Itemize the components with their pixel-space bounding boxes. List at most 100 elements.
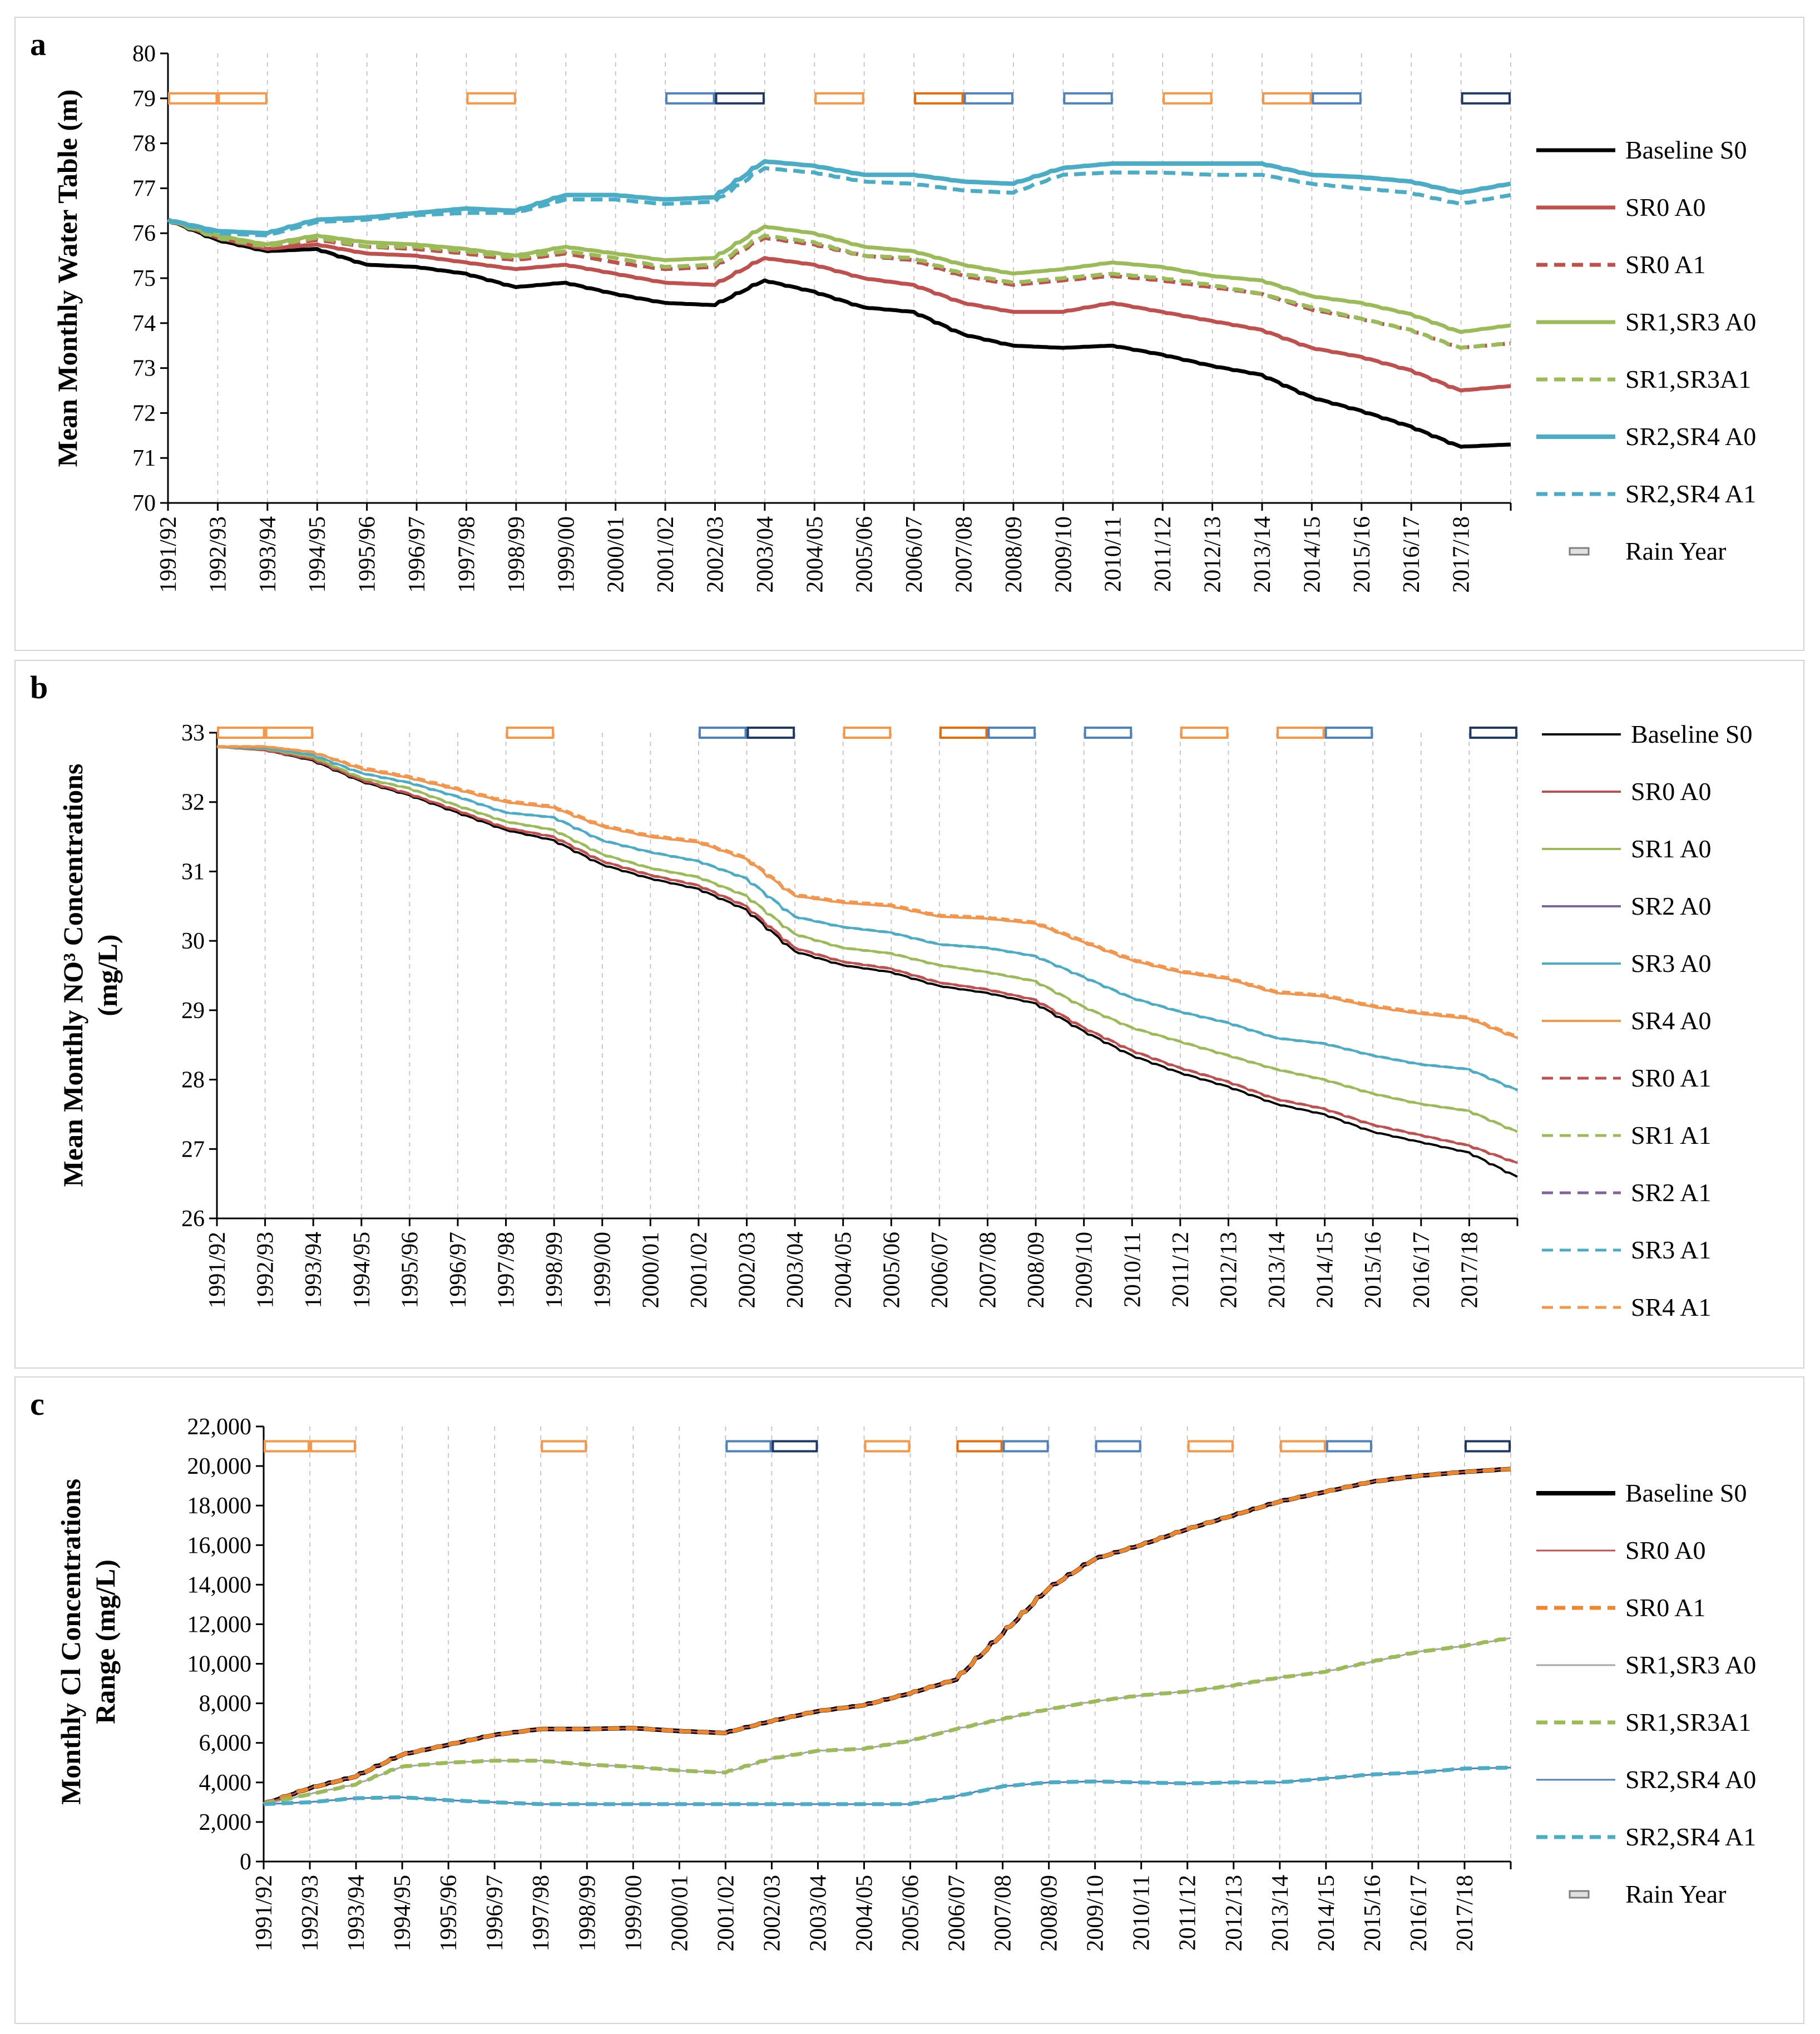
x-tick-label: 1998/99 <box>504 516 530 593</box>
legend-swatch <box>1542 1134 1621 1137</box>
legend-swatch <box>1542 1077 1621 1079</box>
x-tick-label: 2011/12 <box>1168 1232 1194 1307</box>
legend-label: SR2,SR4 A1 <box>1625 1823 1757 1851</box>
legend-swatch <box>1542 962 1621 965</box>
series-line-sr0-a0 <box>263 1468 1511 1805</box>
legend-swatch <box>1536 1779 1615 1780</box>
series-line-sr1-sr3-a0 <box>167 218 1511 334</box>
legend-label: Baseline S0 <box>1625 136 1747 164</box>
legend: Baseline S0 SR0 A0 SR0 A1 SR1,SR3 A0 SR1,SR3… <box>1534 121 1756 580</box>
legend-swatch <box>1542 733 1621 735</box>
legend-label: SR1 A0 <box>1631 835 1712 863</box>
rain-year-marker <box>987 727 1036 739</box>
y-axis-title: Mean Monthly Water Table (m) <box>52 90 83 467</box>
x-tick-label: 1997/98 <box>494 1232 520 1309</box>
y-tick-label: 33 <box>181 720 205 746</box>
x-tick-label: 2005/06 <box>852 516 878 593</box>
legend-swatch <box>1536 263 1615 266</box>
x-tick-label: 1996/97 <box>482 1875 508 1952</box>
x-tick-label: 2004/05 <box>802 516 828 593</box>
series-line-sr0-a0 <box>167 218 1511 393</box>
x-tick-label: 2009/10 <box>1051 516 1076 593</box>
y-tick-label: 79 <box>132 86 156 112</box>
legend-label: Baseline S0 <box>1631 720 1753 748</box>
x-tick-label: 1994/95 <box>305 516 330 593</box>
y-tick-label: 73 <box>132 356 156 382</box>
rain-year-marker <box>1187 1440 1234 1453</box>
x-tick-label: 1996/97 <box>404 516 430 593</box>
legend: Baseline S0 SR0 A0 SR0 A1 SR1,SR3 A0 SR1,SR3… <box>1534 1464 1756 1923</box>
x-tick-label: 2001/02 <box>686 1232 712 1309</box>
y-tick-label: 10,000 <box>187 1652 252 1677</box>
legend-label: SR0 A1 <box>1631 1064 1712 1092</box>
x-tick-label: 1999/00 <box>553 516 579 593</box>
x-tick-label: 2017/18 <box>1452 1875 1478 1952</box>
y-tick-label: 29 <box>181 998 205 1024</box>
legend-item: SR1,SR3 A0 <box>1534 1636 1756 1694</box>
rain-year-marker <box>843 727 892 739</box>
legend-item: SR0 A0 <box>1534 1522 1756 1579</box>
rain-year-marker <box>665 92 715 105</box>
x-tick-label: 2013/14 <box>1264 1232 1290 1309</box>
rain-year-marker <box>168 92 218 105</box>
legend-item: Rain Year <box>1534 1865 1756 1923</box>
x-tick-label: 2006/07 <box>944 1875 970 1952</box>
chloride-chart: 0 2,000 4,000 6,000 8,000 10,000 12,000 14,000 1… <box>55 1414 1512 1952</box>
x-tick-label: 2003/04 <box>805 1875 831 1952</box>
legend-label: SR1 A1 <box>1631 1121 1712 1149</box>
y-tick-label: 70 <box>132 491 156 516</box>
legend-item: SR2 A1 <box>1540 1164 1752 1221</box>
series-line-sr4-a1 <box>217 745 1518 1038</box>
x-tick-label: 1992/93 <box>298 1875 323 1952</box>
rain-year-marker <box>541 1440 587 1453</box>
legend-label: SR1,SR3 A0 <box>1625 1651 1757 1679</box>
x-tick-label: 1997/98 <box>528 1875 554 1952</box>
legend-item: SR2,SR4 A0 <box>1534 1751 1756 1808</box>
legend-label: SR0 A0 <box>1625 193 1706 221</box>
series-line-sr2-sr4-a1 <box>167 166 1511 238</box>
legend-label: SR2 A0 <box>1631 892 1712 920</box>
x-tick-label: 2012/13 <box>1221 1875 1247 1952</box>
legend-swatch <box>1542 1248 1621 1251</box>
y-axis-title-line2: (mg/L) <box>92 934 123 1016</box>
x-tick-label: 2011/12 <box>1175 1875 1201 1951</box>
legend-item: SR4 A1 <box>1540 1278 1752 1336</box>
x-tick-label: 2001/02 <box>713 1875 739 1952</box>
legend-label: SR4 A0 <box>1631 1006 1712 1035</box>
y-tick-label: 30 <box>181 929 205 954</box>
x-tick-label: 2001/02 <box>653 516 679 593</box>
legend-item: Baseline S0 <box>1534 1464 1756 1522</box>
legend-label: SR0 A1 <box>1625 250 1706 279</box>
legend-item: SR3 A0 <box>1540 935 1752 992</box>
x-tick-label: 2006/07 <box>927 1232 953 1309</box>
series-line-baseline-s0 <box>262 1467 1511 1806</box>
series-line-sr1-a1 <box>216 745 1518 1133</box>
rain-year-marker <box>746 727 795 739</box>
rain-year-marker <box>963 92 1013 105</box>
x-tick-label: 1994/95 <box>390 1875 416 1952</box>
legend-marker <box>1569 547 1590 555</box>
legend-item: SR1 A1 <box>1540 1107 1752 1164</box>
legend-label: Baseline S0 <box>1625 1479 1747 1507</box>
y-tick-label: 71 <box>132 446 156 471</box>
rain-year-marker <box>506 727 555 739</box>
legend-swatch <box>1542 1019 1621 1022</box>
series-line-sr2-sr4-a1 <box>263 1765 1511 1806</box>
nitrate-chart: 26 27 28 29 30 31 32 33 1991/92 1992/93 1993/94 199… <box>57 720 1519 1309</box>
x-tick-label: 1996/97 <box>446 1232 471 1309</box>
x-tick-label: 1992/93 <box>253 1232 279 1309</box>
legend-item: SR2,SR4 A0 <box>1534 408 1756 465</box>
x-tick-label: 2008/09 <box>1037 1875 1062 1952</box>
legend-swatch <box>1536 434 1615 439</box>
legend-item: Baseline S0 <box>1534 121 1756 179</box>
x-tick-label: 1995/96 <box>436 1875 462 1952</box>
x-tick-label: 2003/04 <box>783 1232 808 1309</box>
rain-year-marker <box>466 92 516 105</box>
legend-item: Rain Year <box>1534 522 1756 580</box>
legend-label: SR1,SR3A1 <box>1625 365 1752 393</box>
legend-swatch <box>1536 1606 1615 1610</box>
x-tick-label: 2010/11 <box>1129 1875 1155 1951</box>
legend-item: SR0 A1 <box>1534 236 1756 293</box>
x-tick-label: 2014/15 <box>1313 1232 1338 1309</box>
x-tick-label: 2008/09 <box>1023 1232 1049 1309</box>
